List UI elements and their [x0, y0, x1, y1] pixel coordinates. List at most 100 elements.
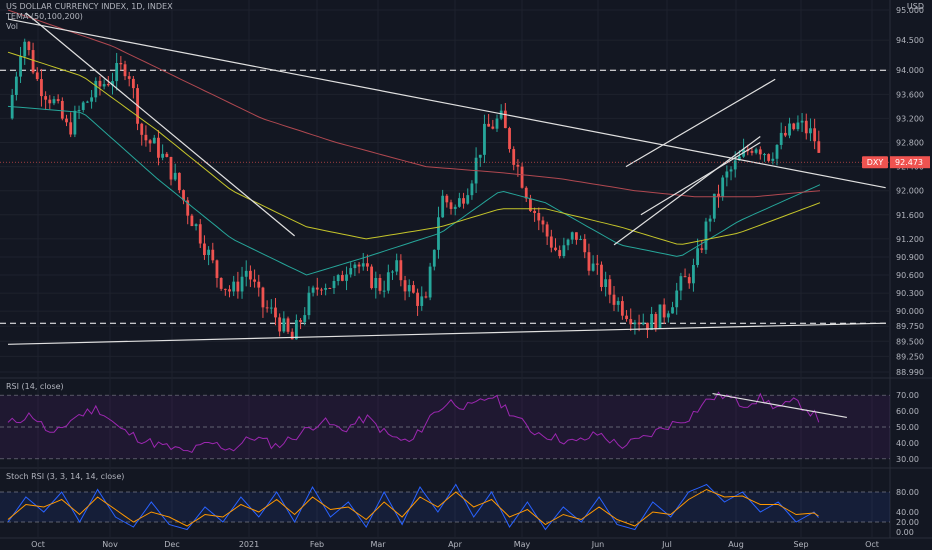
candle-body [328, 287, 332, 289]
price-tick-label: 89.250 [896, 352, 924, 361]
candle-body [374, 278, 378, 289]
rsi-tick-label: 70.00 [896, 391, 919, 400]
rsi-tick-label: 50.00 [896, 423, 919, 432]
candle-body [265, 307, 269, 309]
candle-body [771, 158, 775, 161]
candle-body [123, 64, 127, 77]
volume-indicator-label[interactable]: Vol [6, 22, 18, 31]
tema-indicator-label[interactable]: TEMA (50,100,200) [6, 12, 83, 21]
candle-body [294, 320, 298, 340]
candle-body [662, 304, 666, 318]
candle-body [470, 183, 474, 196]
candle-body [90, 97, 93, 102]
candle-body [570, 232, 574, 240]
candle-body [424, 296, 428, 298]
candle-body [587, 252, 591, 271]
tema-50-line [7, 105, 821, 276]
candle-body [491, 126, 495, 129]
candle-body [324, 287, 328, 290]
candle-body [432, 249, 436, 267]
candle-body [600, 264, 603, 288]
candle-body [106, 84, 110, 86]
candle-body [27, 41, 31, 51]
candle-body [127, 76, 131, 79]
candle-body [161, 153, 165, 158]
rsi-panel-label[interactable]: RSI (14, close) [6, 382, 64, 391]
candle-body [40, 79, 43, 97]
candle-body [462, 198, 465, 204]
candle-body [813, 128, 817, 142]
descending-trendline [7, 18, 886, 189]
candle-body [595, 263, 599, 265]
candle-body [616, 301, 620, 305]
candle-body [361, 263, 365, 267]
candle-body [169, 156, 173, 180]
candle-body [48, 99, 52, 104]
price-tick-label: 89.750 [896, 322, 924, 331]
candle-body [14, 76, 18, 96]
time-tick-label: Nov [102, 540, 118, 549]
price-tick-label: 92.000 [896, 187, 924, 196]
candle-body [416, 292, 419, 306]
candle-body [541, 220, 545, 225]
candle-body [441, 195, 445, 218]
candle-body [562, 245, 566, 257]
time-tick-label: 2021 [239, 540, 259, 549]
rsi-line [7, 391, 820, 454]
candle-body [763, 154, 766, 156]
candle-body [315, 287, 319, 290]
candle-body [804, 120, 808, 134]
candle-body [575, 232, 578, 240]
candle-body [671, 307, 674, 314]
time-tick-label: Oct [865, 540, 879, 549]
candle-body [646, 322, 649, 330]
candle-body [211, 249, 215, 261]
stoch-tick-label: 80.00 [896, 488, 919, 497]
candle-body [257, 281, 261, 288]
candle-body [395, 260, 399, 272]
candle-body [44, 96, 48, 100]
time-tick-label: Sep [793, 540, 808, 549]
currency-label: USD [906, 2, 924, 11]
candle-body [353, 264, 357, 269]
candle-body [796, 122, 800, 130]
candle-body [249, 270, 252, 280]
candle-body [529, 198, 532, 211]
rsi-tick-label: 30.00 [896, 455, 919, 464]
candle-body [512, 149, 516, 165]
price-tick-label: 91.200 [896, 235, 924, 244]
time-tick-label: Jul [661, 540, 672, 549]
symbol-tag [862, 156, 888, 169]
candle-body [173, 172, 177, 180]
tema-100-line [7, 51, 821, 245]
candle-body [779, 132, 783, 145]
stoch-tick-label: 40.00 [896, 508, 919, 517]
channel-mid-line [640, 141, 761, 216]
ascending-support-trendline [7, 322, 886, 345]
candle-body [754, 149, 758, 153]
candle-body [683, 276, 687, 278]
candle-body [269, 307, 273, 309]
candle-body [407, 285, 411, 292]
price-tick-label: 95.000 [896, 6, 924, 15]
candle-body [73, 110, 77, 135]
candle-body [232, 281, 236, 292]
steep-trendline [25, 12, 295, 237]
candle-body [177, 172, 181, 191]
candle-body [102, 84, 106, 87]
candle-body [144, 134, 148, 141]
channel-upper-line [625, 78, 776, 168]
candle-body [737, 156, 741, 161]
candle-body [800, 120, 804, 123]
candle-body [194, 224, 198, 227]
candle-body [767, 154, 771, 161]
candle-body [198, 224, 202, 244]
price-tick-label: 91.600 [896, 211, 924, 220]
symbol-tag-label: DXY [867, 158, 884, 167]
stoch-rsi-panel-label[interactable]: Stoch RSI (3, 3, 14, 14, close) [6, 472, 125, 481]
candle-body [378, 278, 382, 291]
stoch-tick-label: 0.00 [896, 528, 914, 537]
candle-body [307, 292, 311, 316]
candle-body [499, 110, 503, 119]
